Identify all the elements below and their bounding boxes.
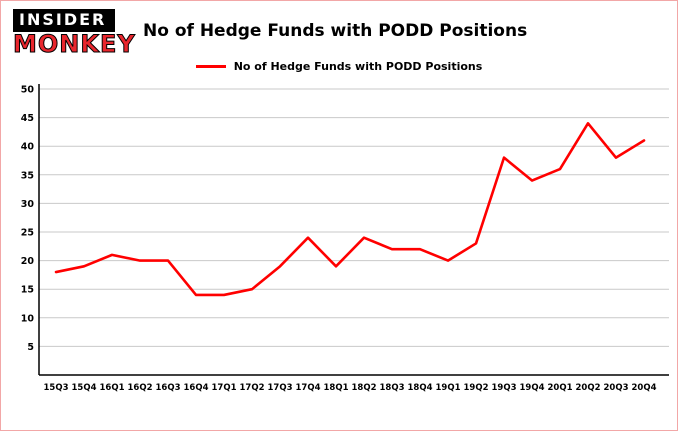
y-tick-label: 30: [21, 199, 35, 210]
y-tick-label: 40: [21, 142, 35, 153]
insider-monkey-logo: INSIDER MONKEY: [13, 9, 136, 57]
x-tick-label: 16Q3: [156, 383, 181, 393]
x-tick-label: 19Q2: [464, 383, 489, 393]
x-tick-label: 18Q4: [408, 383, 433, 393]
logo-insider-text: INSIDER: [13, 9, 116, 32]
logo-monkey-text: MONKEY: [13, 29, 136, 58]
legend-label: No of Hedge Funds with PODD Positions: [233, 60, 483, 73]
y-tick-label: 45: [21, 113, 34, 124]
y-tick-label: 25: [21, 228, 34, 239]
x-tick-label: 16Q4: [184, 383, 209, 393]
x-tick-label: 18Q1: [324, 383, 349, 393]
x-tick-label: 18Q3: [380, 383, 405, 393]
chart-title: No of Hedge Funds with PODD Positions: [143, 21, 528, 41]
y-tick-label: 35: [21, 170, 34, 181]
y-tick-label: 20: [21, 256, 35, 267]
x-tick-label: 17Q2: [240, 383, 265, 393]
x-tick-label: 17Q4: [296, 383, 321, 393]
x-tick-label: 15Q3: [44, 383, 69, 393]
y-tick-label: 15: [21, 285, 34, 296]
x-tick-label: 19Q1: [436, 383, 461, 393]
x-tick-label: 20Q2: [576, 383, 601, 393]
y-tick-label: 5: [27, 342, 34, 353]
x-tick-label: 17Q3: [268, 383, 293, 393]
legend: No of Hedge Funds with PODD Positions: [1, 60, 677, 73]
x-tick-label: 16Q2: [128, 383, 153, 393]
legend-line-swatch: [195, 65, 226, 68]
x-tick-label: 19Q3: [492, 383, 517, 393]
x-tick-label: 20Q4: [632, 383, 657, 393]
x-tick-label: 15Q4: [72, 383, 97, 393]
x-tick-label: 19Q4: [520, 383, 545, 393]
x-tick-label: 20Q1: [548, 383, 573, 393]
y-tick-label: 10: [21, 313, 35, 324]
x-tick-label: 18Q2: [352, 383, 377, 393]
y-tick-label: 50: [21, 85, 35, 96]
x-tick-label: 20Q3: [604, 383, 629, 393]
x-tick-label: 17Q1: [212, 383, 237, 393]
series-line: [54, 122, 646, 297]
x-tick-label: 16Q1: [100, 383, 125, 393]
